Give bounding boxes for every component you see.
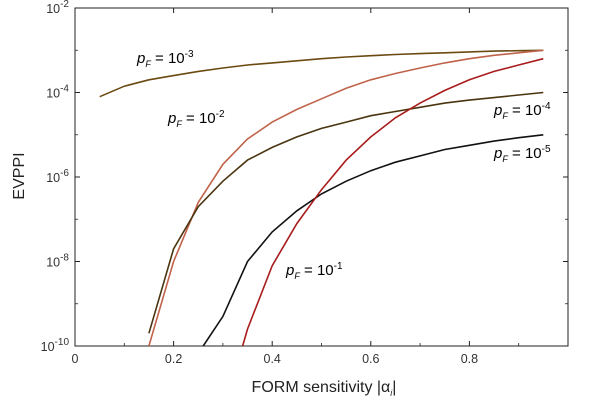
annotation-pf-1e-3: pF = 10-3: [136, 49, 194, 69]
y-tick-label: 10-6: [46, 168, 69, 185]
annotation-layer: pF = 10-3 pF = 10-2 pF = 10-4 pF = 10-5 pF =…: [136, 49, 551, 281]
series-line-pf-1e-1: [241, 57, 544, 346]
series-layer: [99, 49, 544, 346]
series-line-pf-1e-3: [99, 49, 544, 98]
y-tick-label: 10-10: [41, 337, 70, 354]
annotation-pf-1e-4: pF = 10-4: [493, 101, 551, 121]
annotation-pf-1e-1: pF = 10-1: [285, 261, 343, 281]
y-tick-label: 10-2: [46, 0, 69, 16]
series-line-pf-1e-4: [148, 91, 544, 334]
x-tick-label: 0.6: [362, 352, 379, 366]
x-axis-title: FORM sensitivity |αi|: [252, 379, 397, 398]
x-tick-label: 0.8: [461, 352, 478, 366]
annotation-pf-1e-2: pF = 10-2: [167, 109, 225, 129]
annotation-pf-1e-5: pF = 10-5: [493, 144, 551, 164]
series-line-pf-1e-2: [148, 49, 544, 346]
x-axis-ticks: 0 0.2 0.4 0.6 0.8: [72, 8, 520, 366]
x-tick-label: 0: [72, 352, 79, 366]
y-axis-ticks: 10-2 10-4 10-6 10-8 10-10: [41, 0, 568, 354]
series-line-pf-1e-5: [202, 134, 544, 346]
x-tick-label: 0.2: [165, 352, 182, 366]
y-axis-title: EVPPI: [11, 152, 28, 199]
y-tick-label: 10-8: [46, 253, 69, 270]
y-tick-label: 10-4: [46, 84, 69, 101]
x-tick-label: 0.4: [264, 352, 281, 366]
